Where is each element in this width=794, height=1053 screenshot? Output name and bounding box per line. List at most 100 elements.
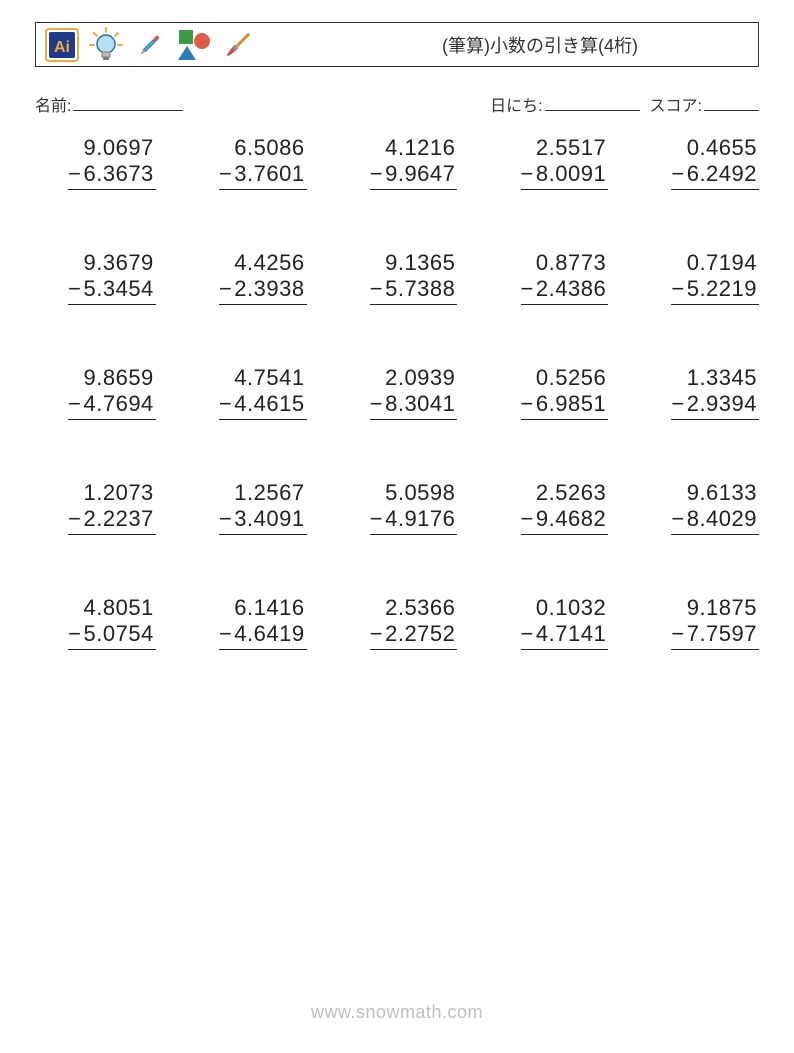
subtrahend: 2.2752 bbox=[385, 621, 455, 647]
footer-watermark: www.snowmath.com bbox=[0, 1002, 794, 1023]
subtrahend: 8.4029 bbox=[687, 506, 757, 532]
minus-operator: − bbox=[68, 276, 81, 302]
subtrahend: 4.9176 bbox=[385, 506, 455, 532]
subtrahend-row: −5.0754 bbox=[68, 621, 156, 650]
minuend: 5.0598 bbox=[385, 480, 457, 506]
subtrahend-row: −3.7601 bbox=[219, 161, 307, 190]
subtrahend: 3.4091 bbox=[234, 506, 304, 532]
minuend: 1.2567 bbox=[234, 480, 306, 506]
subtrahend: 3.7601 bbox=[234, 161, 304, 187]
minus-operator: − bbox=[68, 391, 81, 417]
name-field: 名前: bbox=[35, 92, 183, 116]
minuend: 1.3345 bbox=[687, 365, 759, 391]
minuend: 6.5086 bbox=[234, 135, 306, 161]
subtrahend-row: −8.4029 bbox=[671, 506, 759, 535]
subtrahend-row: −5.3454 bbox=[68, 276, 156, 305]
subtraction-problem: 4.1216−9.9647 bbox=[337, 135, 458, 190]
minuend: 0.1032 bbox=[536, 595, 608, 621]
worksheet-page: Ai bbox=[0, 0, 794, 1053]
subtrahend-row: −4.6419 bbox=[219, 621, 307, 650]
subtrahend: 5.2219 bbox=[687, 276, 757, 302]
lightbulb-icon bbox=[88, 27, 124, 63]
minuend: 9.6133 bbox=[687, 480, 759, 506]
subtraction-problem: 6.1416−4.6419 bbox=[186, 595, 307, 650]
brush-icon bbox=[220, 27, 256, 63]
subtraction-problem: 9.8659−4.7694 bbox=[35, 365, 156, 420]
minus-operator: − bbox=[521, 276, 534, 302]
toolbar-icons: Ai bbox=[44, 27, 256, 63]
minus-operator: − bbox=[219, 506, 232, 532]
subtrahend: 6.2492 bbox=[687, 161, 757, 187]
header-box: Ai bbox=[35, 22, 759, 67]
minus-operator: − bbox=[219, 391, 232, 417]
subtraction-problem: 0.4655−6.2492 bbox=[638, 135, 759, 190]
subtraction-problem: 5.0598−4.9176 bbox=[337, 480, 458, 535]
minuend: 2.5263 bbox=[536, 480, 608, 506]
subtrahend-row: −2.2752 bbox=[370, 621, 458, 650]
subtraction-problem: 1.2567−3.4091 bbox=[186, 480, 307, 535]
minus-operator: − bbox=[219, 621, 232, 647]
subtrahend-row: −9.9647 bbox=[370, 161, 458, 190]
minuend: 9.1875 bbox=[687, 595, 759, 621]
subtraction-problem: 0.5256−6.9851 bbox=[487, 365, 608, 420]
problems-grid: 9.0697−6.36736.5086−3.76014.1216−9.96472… bbox=[35, 135, 759, 650]
minus-operator: − bbox=[521, 161, 534, 187]
subtraction-problem: 9.1875−7.7597 bbox=[638, 595, 759, 650]
minus-operator: − bbox=[68, 506, 81, 532]
minus-operator: − bbox=[370, 276, 383, 302]
minuend: 4.8051 bbox=[84, 595, 156, 621]
subtrahend: 2.3938 bbox=[234, 276, 304, 302]
minuend: 0.7194 bbox=[687, 250, 759, 276]
info-row: 名前: 日にち: スコア: bbox=[35, 92, 759, 116]
ai-icon: Ai bbox=[44, 27, 80, 63]
subtraction-problem: 4.4256−2.3938 bbox=[186, 250, 307, 305]
date-label: 日にち: bbox=[490, 92, 542, 116]
minuend: 9.8659 bbox=[84, 365, 156, 391]
subtraction-problem: 2.5263−9.4682 bbox=[487, 480, 608, 535]
subtraction-problem: 9.1365−5.7388 bbox=[337, 250, 458, 305]
subtraction-problem: 0.8773−2.4386 bbox=[487, 250, 608, 305]
date-field: 日にち: bbox=[490, 92, 639, 116]
minuend: 4.4256 bbox=[234, 250, 306, 276]
subtraction-problem: 6.5086−3.7601 bbox=[186, 135, 307, 190]
subtrahend: 8.0091 bbox=[536, 161, 606, 187]
subtrahend: 4.6419 bbox=[234, 621, 304, 647]
subtrahend-row: −7.7597 bbox=[671, 621, 759, 650]
subtrahend: 2.2237 bbox=[84, 506, 154, 532]
minus-operator: − bbox=[370, 506, 383, 532]
minus-operator: − bbox=[671, 161, 684, 187]
subtrahend: 2.4386 bbox=[536, 276, 606, 302]
subtrahend-row: −6.3673 bbox=[68, 161, 156, 190]
minuend: 4.1216 bbox=[385, 135, 457, 161]
worksheet-title: (筆算)小数の引き算(4桁) bbox=[442, 32, 638, 58]
score-blank bbox=[704, 94, 759, 111]
minus-operator: − bbox=[68, 161, 81, 187]
subtrahend-row: −5.7388 bbox=[370, 276, 458, 305]
subtrahend-row: −2.2237 bbox=[68, 506, 156, 535]
subtraction-problem: 1.2073−2.2237 bbox=[35, 480, 156, 535]
subtrahend: 8.3041 bbox=[385, 391, 455, 417]
minuend: 0.8773 bbox=[536, 250, 608, 276]
subtraction-problem: 9.6133−8.4029 bbox=[638, 480, 759, 535]
subtraction-problem: 9.3679−5.3454 bbox=[35, 250, 156, 305]
subtrahend-row: −8.3041 bbox=[370, 391, 458, 420]
name-label: 名前: bbox=[35, 92, 71, 116]
minuend: 0.5256 bbox=[536, 365, 608, 391]
minuend: 6.1416 bbox=[234, 595, 306, 621]
subtrahend: 9.9647 bbox=[385, 161, 455, 187]
date-blank bbox=[545, 94, 640, 111]
minus-operator: − bbox=[521, 391, 534, 417]
minuend: 2.5366 bbox=[385, 595, 457, 621]
subtrahend-row: −3.4091 bbox=[219, 506, 307, 535]
subtraction-problem: 9.0697−6.3673 bbox=[35, 135, 156, 190]
subtrahend: 5.3454 bbox=[84, 276, 154, 302]
subtrahend: 4.7141 bbox=[536, 621, 606, 647]
subtraction-problem: 0.7194−5.2219 bbox=[638, 250, 759, 305]
dropper-icon bbox=[132, 27, 168, 63]
score-label: スコア: bbox=[650, 92, 702, 116]
minus-operator: − bbox=[671, 506, 684, 532]
subtrahend: 6.9851 bbox=[536, 391, 606, 417]
subtrahend-row: −5.2219 bbox=[671, 276, 759, 305]
subtraction-problem: 0.1032−4.7141 bbox=[487, 595, 608, 650]
minuend: 1.2073 bbox=[84, 480, 156, 506]
